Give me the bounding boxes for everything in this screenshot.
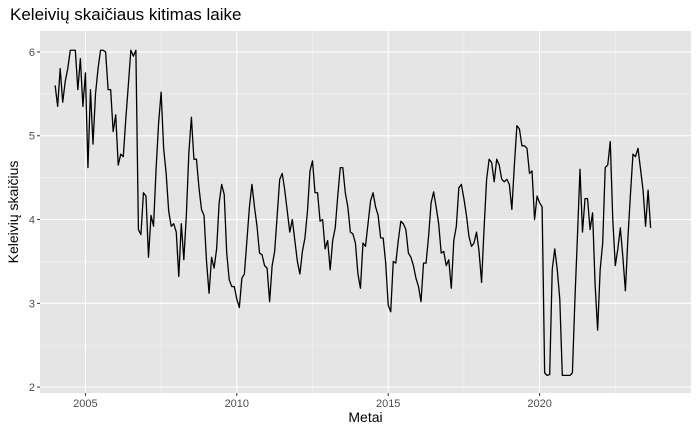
y-tick-label: 4 bbox=[29, 215, 35, 227]
series-line bbox=[54, 49, 652, 377]
y-tick-label: 6 bbox=[29, 47, 35, 59]
y-tick-label: 3 bbox=[29, 298, 35, 310]
minor-grid bbox=[40, 31, 691, 393]
x-axis-title: Metai bbox=[348, 409, 382, 425]
x-tick-label: 2010 bbox=[225, 398, 249, 410]
x-tick-label: 2005 bbox=[73, 398, 97, 410]
x-axis: 2005 2010 2015 2020 bbox=[73, 393, 552, 410]
x-tick-label: 2015 bbox=[376, 398, 400, 410]
y-tick-label: 5 bbox=[29, 131, 35, 143]
x-tick-label: 2020 bbox=[527, 398, 551, 410]
y-axis-title: Keleivių skaičius bbox=[5, 161, 21, 264]
y-tick-label: 2 bbox=[29, 382, 35, 394]
plot-panel bbox=[40, 31, 691, 393]
y-axis: 2 3 4 5 6 bbox=[29, 47, 40, 394]
chart-title: Keleivių skaičiaus kitimas laike bbox=[10, 5, 241, 24]
